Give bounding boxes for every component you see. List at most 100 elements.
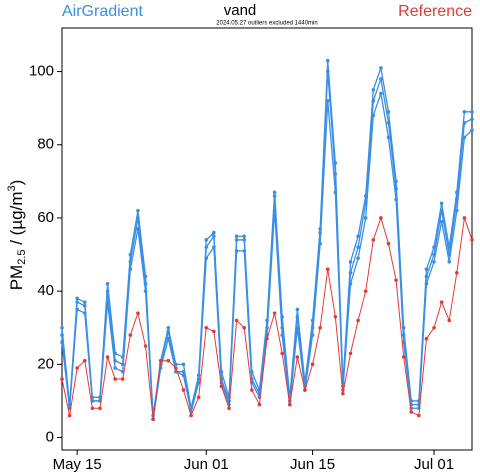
data-point — [310, 333, 315, 337]
data-point — [447, 260, 452, 264]
data-point — [401, 355, 406, 359]
data-point — [136, 227, 140, 231]
data-point — [272, 190, 277, 195]
data-point — [333, 161, 338, 165]
data-point — [439, 300, 444, 304]
data-point — [325, 58, 330, 63]
data-point — [67, 413, 72, 418]
data-point — [310, 362, 315, 367]
data-point — [204, 238, 209, 242]
data-point — [67, 402, 72, 407]
data-point — [219, 384, 224, 389]
data-point — [432, 260, 436, 264]
data-point — [212, 230, 216, 235]
data-point — [120, 377, 125, 381]
data-point — [113, 351, 117, 356]
data-point — [181, 362, 186, 367]
data-point — [447, 318, 452, 323]
data-point — [113, 366, 117, 370]
data-point — [280, 351, 284, 356]
chart-subtitle: 2024.05.27 outliers excluded 1440min — [216, 21, 317, 27]
data-point — [432, 245, 436, 250]
data-point — [379, 66, 383, 70]
data-point — [325, 99, 330, 103]
data-point — [136, 311, 140, 315]
legend-airgradient: AirGradient — [62, 3, 143, 20]
data-point — [136, 208, 140, 213]
plot-frame — [61, 27, 473, 451]
x-tick-label: Jun 15 — [290, 456, 335, 473]
x-tick-label: May 15 — [53, 456, 102, 473]
data-point — [447, 245, 452, 250]
data-point — [189, 413, 193, 418]
legend-reference: Reference — [398, 3, 472, 20]
data-point — [196, 395, 201, 400]
data-point — [204, 325, 209, 330]
data-point — [90, 406, 95, 411]
data-point — [455, 208, 459, 213]
data-point — [189, 406, 193, 411]
data-point — [455, 271, 459, 275]
data-point — [363, 289, 368, 293]
data-point — [265, 318, 269, 323]
data-point — [371, 88, 376, 92]
data-point — [166, 358, 171, 363]
data-point — [325, 267, 330, 271]
data-point — [75, 296, 79, 301]
data-point — [318, 325, 322, 330]
y-tick-label: 60 — [37, 209, 54, 226]
data-point — [196, 373, 201, 378]
data-point — [105, 282, 110, 286]
data-point — [227, 406, 231, 411]
y-axis-label: PM2.5 / (µg/m3) — [6, 180, 28, 291]
y-label-sup: 3 — [6, 185, 18, 191]
x-tick-label: Jun 01 — [184, 456, 229, 473]
data-point — [401, 325, 406, 330]
data-point — [250, 388, 254, 392]
data-point — [265, 336, 269, 341]
data-point — [242, 325, 247, 330]
data-point — [174, 366, 178, 370]
data-point — [409, 410, 414, 414]
data-point — [462, 110, 467, 114]
data-point — [60, 377, 64, 381]
data-point — [386, 241, 391, 246]
data-point — [151, 417, 155, 422]
data-point — [234, 234, 239, 239]
data-point — [219, 369, 224, 374]
data-point — [394, 179, 398, 184]
data-point — [310, 318, 315, 323]
data-point — [257, 402, 262, 407]
data-point — [379, 77, 383, 81]
data-point — [242, 234, 247, 239]
data-point — [174, 362, 178, 367]
data-point — [128, 333, 133, 337]
data-point — [143, 344, 148, 348]
data-point — [470, 128, 474, 132]
data-point — [386, 135, 391, 140]
data-point — [379, 91, 383, 96]
data-point — [82, 300, 87, 304]
data-point — [295, 307, 300, 312]
data-point — [303, 380, 307, 385]
data-point — [439, 201, 444, 206]
data-point — [417, 413, 421, 418]
data-point — [348, 260, 353, 264]
data-point — [379, 216, 383, 220]
data-point — [356, 318, 360, 323]
data-point — [234, 318, 239, 323]
data-point — [82, 358, 87, 363]
data-point — [470, 238, 474, 242]
data-point — [98, 406, 102, 411]
data-point — [105, 355, 110, 359]
y-tick-label: 100 — [29, 63, 54, 80]
data-point — [120, 355, 125, 359]
data-point — [371, 238, 376, 242]
data-point — [363, 216, 368, 220]
data-point — [98, 395, 102, 400]
data-point — [90, 395, 95, 400]
data-point — [113, 377, 117, 381]
data-point — [363, 194, 368, 198]
data-point — [455, 190, 459, 195]
